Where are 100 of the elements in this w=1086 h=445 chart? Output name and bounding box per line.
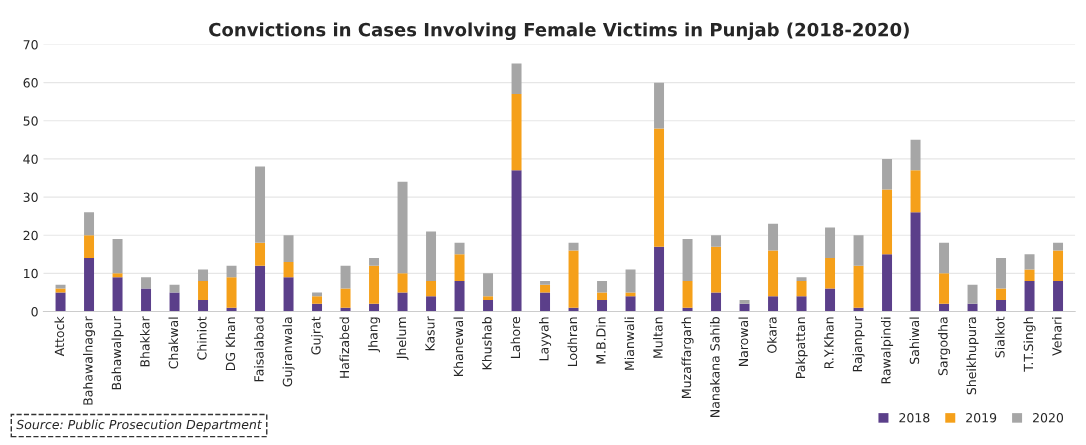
bar	[312, 296, 323, 304]
bar	[654, 82, 665, 129]
bar	[597, 280, 608, 293]
bar	[55, 292, 66, 312]
y-tick-label: 50	[23, 116, 38, 126]
x-tick-label: Bahawalpur	[111, 316, 124, 390]
bar	[768, 223, 779, 251]
bar	[312, 292, 323, 297]
bar	[141, 288, 152, 312]
bar	[454, 254, 465, 281]
x-tick-label: Sheikhupura	[966, 317, 979, 395]
x-tick-label: Sargodha	[937, 317, 951, 376]
bar	[910, 212, 921, 312]
bar	[483, 300, 494, 312]
x-tick-label: Sahiwal	[909, 317, 920, 364]
bar	[141, 277, 152, 289]
x-tick-label: Bhakkar	[139, 316, 150, 367]
bar	[939, 303, 950, 312]
bar	[825, 288, 836, 312]
x-tick-label: Mianwali	[624, 317, 635, 370]
x-tick-label: Okara	[766, 317, 777, 353]
bar	[483, 296, 494, 301]
bar	[568, 250, 579, 308]
bar	[55, 284, 66, 289]
bar	[511, 94, 522, 171]
bar	[597, 292, 608, 301]
bar	[939, 273, 950, 304]
legend-label: 2019	[966, 412, 997, 423]
bar	[511, 63, 522, 95]
bar	[853, 265, 864, 308]
bar	[312, 303, 323, 312]
x-tick-label: Khanewal	[453, 317, 464, 376]
bar	[1053, 250, 1064, 281]
x-tick-label: Faisalabad	[253, 317, 264, 382]
bar	[112, 273, 123, 278]
bar	[540, 292, 551, 312]
bar	[426, 296, 437, 312]
y-tick-label: 70	[23, 39, 38, 50]
x-tick-label: Multan	[652, 317, 663, 358]
bar	[226, 265, 237, 278]
bar	[996, 300, 1007, 312]
bar	[112, 239, 123, 274]
x-tick-label: Attock	[54, 316, 65, 357]
bar	[996, 258, 1007, 289]
bar	[426, 280, 437, 297]
x-tick-label: Gujranwala	[282, 317, 295, 387]
bar	[84, 258, 95, 312]
x-tick-label: Jhang	[367, 317, 381, 353]
bar	[625, 269, 636, 293]
x-tick-label: Lahore	[510, 317, 521, 358]
bar	[483, 273, 494, 297]
bar	[882, 158, 893, 190]
bar	[625, 292, 636, 297]
bar	[768, 296, 779, 312]
bar	[796, 296, 807, 312]
x-tick-label: Kasur	[425, 316, 435, 351]
bar	[739, 300, 750, 304]
bar	[511, 170, 522, 312]
bar	[198, 269, 209, 281]
bar	[654, 128, 665, 247]
x-tick-label: Lodhran	[567, 317, 578, 367]
x-tick-label: Jhelum	[396, 317, 409, 360]
bar	[910, 170, 921, 213]
bar	[967, 284, 978, 304]
bar	[84, 235, 95, 259]
bar	[711, 292, 722, 312]
bar	[426, 231, 437, 281]
bar	[711, 246, 722, 293]
x-tick-label: Nanakana Sahib	[709, 317, 720, 417]
bar	[1024, 280, 1035, 312]
bar	[397, 181, 408, 274]
x-tick-label: R.Y.Khan	[823, 317, 834, 369]
y-tick-label: 10	[24, 268, 38, 279]
bar	[340, 288, 351, 308]
bar	[540, 284, 551, 293]
bar	[255, 242, 266, 266]
x-tick-label: Gujrat	[310, 316, 324, 355]
x-tick-label: Rajanpur	[852, 316, 865, 372]
bar	[882, 189, 893, 255]
bar	[597, 300, 608, 312]
bar	[882, 254, 893, 312]
bar	[682, 239, 693, 281]
bar	[255, 265, 266, 312]
bar	[283, 261, 294, 278]
bar	[1024, 254, 1035, 270]
x-tick-label: Pakpattan	[795, 317, 808, 378]
bar	[84, 212, 95, 236]
bar	[369, 303, 380, 312]
bar	[853, 235, 864, 266]
x-tick-label: Khushab	[481, 317, 492, 370]
bar	[825, 227, 836, 259]
bar	[996, 288, 1007, 301]
bar	[369, 258, 380, 266]
bar	[796, 280, 807, 297]
bar	[768, 250, 779, 297]
x-tick-label: Hafizabed	[339, 317, 350, 378]
bar	[711, 235, 722, 247]
bar	[283, 277, 294, 312]
bar	[739, 303, 750, 312]
bar	[226, 277, 237, 308]
